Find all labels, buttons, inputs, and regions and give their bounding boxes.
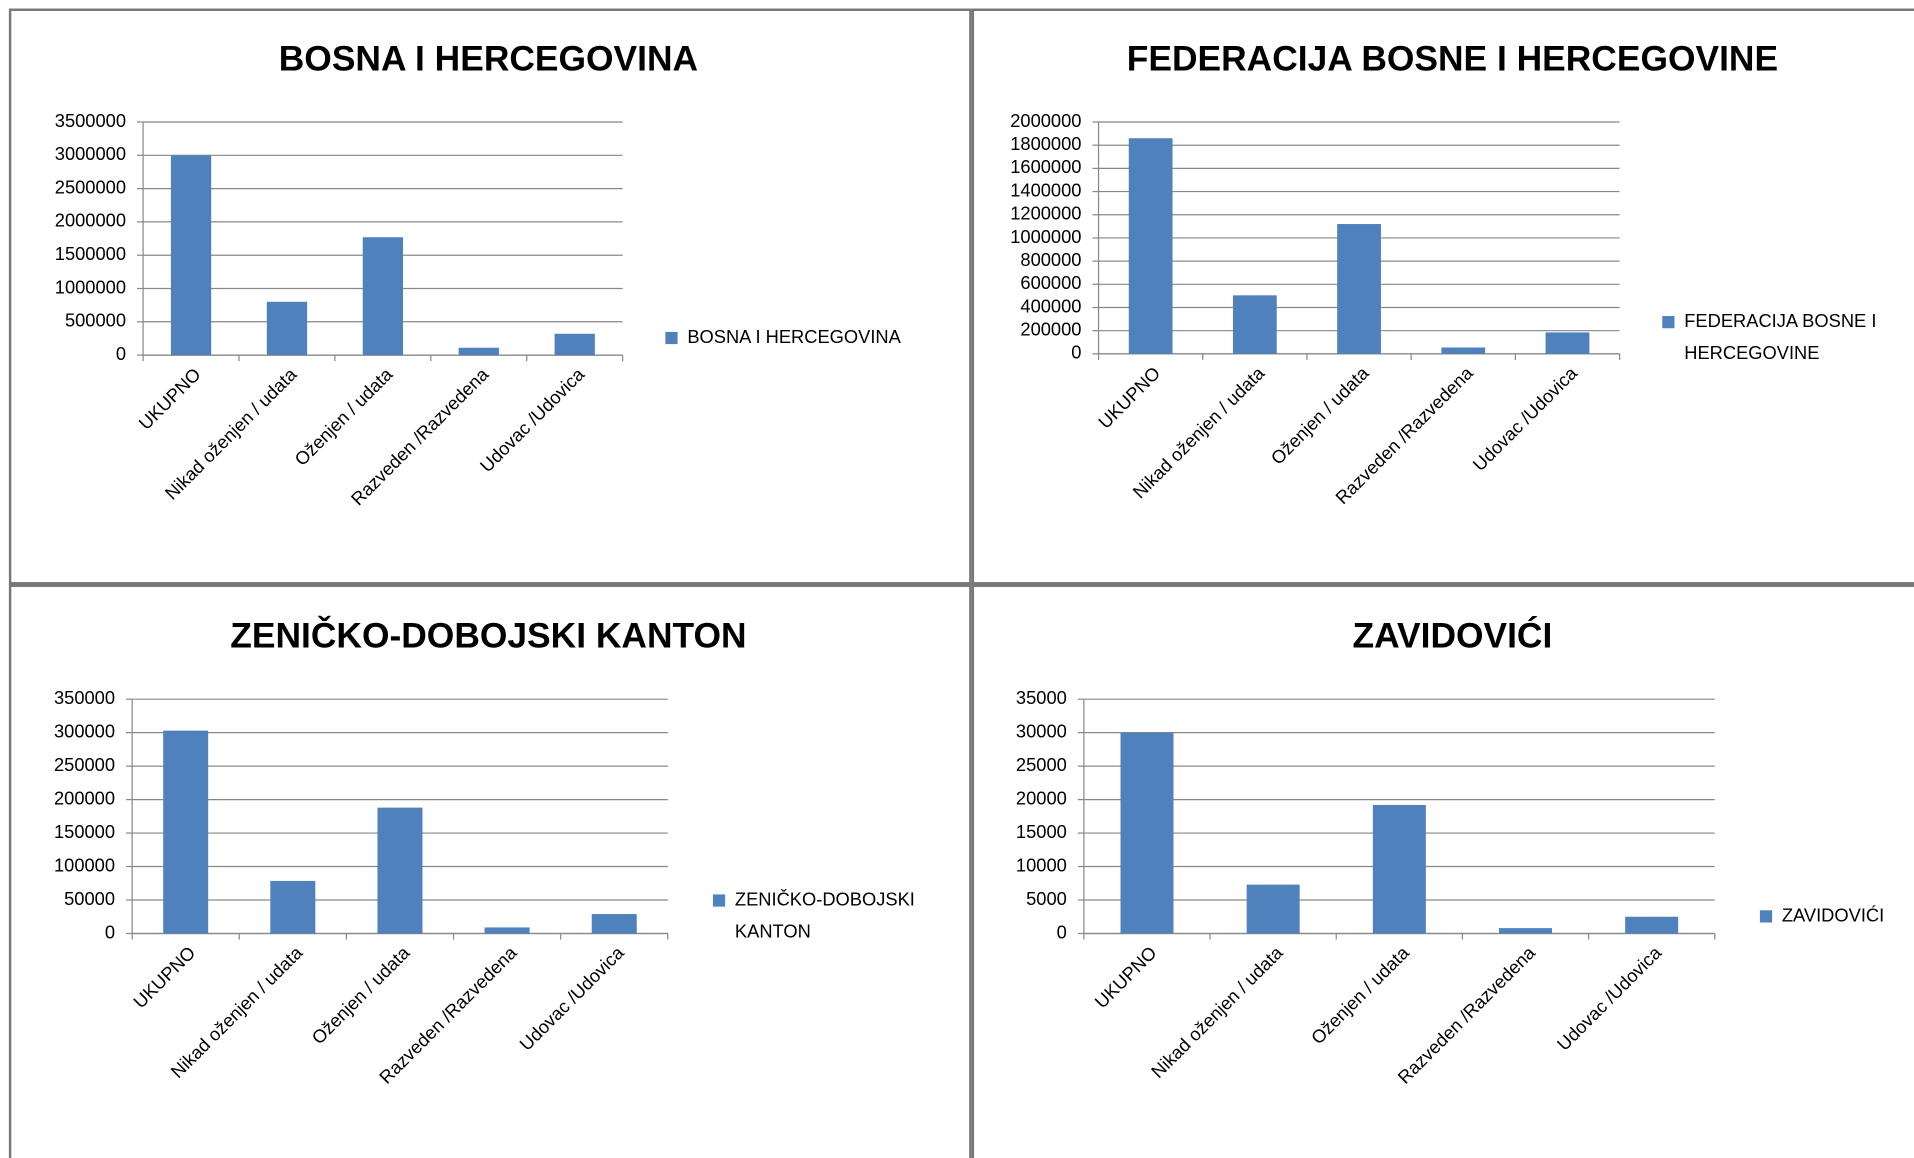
panel-border xyxy=(8,584,972,1158)
y-tick-label: 3500000 xyxy=(55,110,126,131)
y-tick-label: 50000 xyxy=(64,888,115,909)
legend-swatch xyxy=(1662,316,1675,329)
y-tick-label: 2000000 xyxy=(55,210,126,231)
y-tick-label: 150000 xyxy=(54,821,115,842)
y-tick-label: 600000 xyxy=(1020,272,1081,293)
y-tick-label: 0 xyxy=(1057,921,1067,942)
y-tick-label: 30000 xyxy=(1016,720,1067,741)
bar xyxy=(1372,804,1426,934)
y-tick-label: 800000 xyxy=(1020,249,1081,270)
bar xyxy=(1246,884,1300,934)
y-tick-label: 5000 xyxy=(1026,888,1067,909)
bar xyxy=(1337,224,1381,354)
legend-label: ZENIČKO-DOBOJSKI KANTON xyxy=(735,888,915,941)
y-tick-label: 0 xyxy=(105,921,115,942)
y-tick-label: 1800000 xyxy=(1010,133,1081,154)
bar xyxy=(270,880,316,934)
legend-swatch xyxy=(1759,910,1773,923)
legend-label: ZAVIDOVIĆI xyxy=(1782,904,1884,925)
bar xyxy=(1128,138,1173,354)
y-tick-label: 350000 xyxy=(54,687,115,708)
bar xyxy=(484,927,530,934)
chart-title: ZAVIDOVIĆI xyxy=(1353,616,1553,656)
y-tick-label: 1400000 xyxy=(1010,179,1081,200)
y-tick-label: 1500000 xyxy=(55,243,126,264)
y-tick-label: 1200000 xyxy=(1010,203,1081,224)
legend-label: BOSNA I HERCEGOVINA xyxy=(687,326,901,347)
y-tick-label: 500000 xyxy=(65,310,126,331)
legend-swatch xyxy=(712,894,726,907)
bar xyxy=(554,333,595,356)
y-tick-label: 15000 xyxy=(1016,821,1067,842)
legend-label: FEDERACIJA BOSNE I HERCEGOVINE xyxy=(1684,310,1876,363)
bar xyxy=(377,807,423,934)
chart-title: BOSNA I HERCEGOVINA xyxy=(279,39,698,78)
legend-swatch xyxy=(665,331,678,345)
y-tick-label: 1000000 xyxy=(55,276,126,297)
y-tick-label: 100000 xyxy=(54,854,115,875)
y-tick-label: 200000 xyxy=(1020,319,1081,340)
bar xyxy=(266,301,308,356)
bar xyxy=(1499,928,1553,934)
chart-title: ZENIČKO-DOBOJSKI KANTON xyxy=(230,616,746,656)
y-tick-label: 300000 xyxy=(54,720,115,741)
y-tick-label: 1000000 xyxy=(1010,226,1081,247)
bar xyxy=(1441,347,1486,354)
chart-title: FEDERACIJA BOSNE I HERCEGOVINE xyxy=(1127,39,1778,78)
y-tick-label: 2000000 xyxy=(1010,110,1081,131)
y-tick-label: 0 xyxy=(116,343,126,364)
y-tick-label: 2500000 xyxy=(55,176,126,197)
panel-border xyxy=(971,8,1914,585)
panel-border xyxy=(8,8,972,585)
y-tick-label: 25000 xyxy=(1016,754,1067,775)
y-tick-label: 1600000 xyxy=(1010,156,1081,177)
y-tick-label: 10000 xyxy=(1016,854,1067,875)
bar xyxy=(1625,916,1679,934)
bar xyxy=(1545,332,1590,354)
y-tick-label: 0 xyxy=(1071,342,1081,363)
y-tick-label: 35000 xyxy=(1016,687,1067,708)
y-tick-label: 250000 xyxy=(54,754,115,775)
bar xyxy=(458,347,499,356)
y-tick-label: 20000 xyxy=(1016,787,1067,808)
bar xyxy=(1232,295,1277,354)
bar xyxy=(170,155,212,356)
bar xyxy=(362,237,404,356)
bar xyxy=(591,914,637,934)
y-tick-label: 400000 xyxy=(1020,295,1081,316)
bar xyxy=(1120,732,1174,934)
panel-border xyxy=(971,584,1914,1158)
bar xyxy=(163,730,209,934)
y-tick-label: 200000 xyxy=(54,787,115,808)
y-tick-label: 3000000 xyxy=(55,143,126,164)
